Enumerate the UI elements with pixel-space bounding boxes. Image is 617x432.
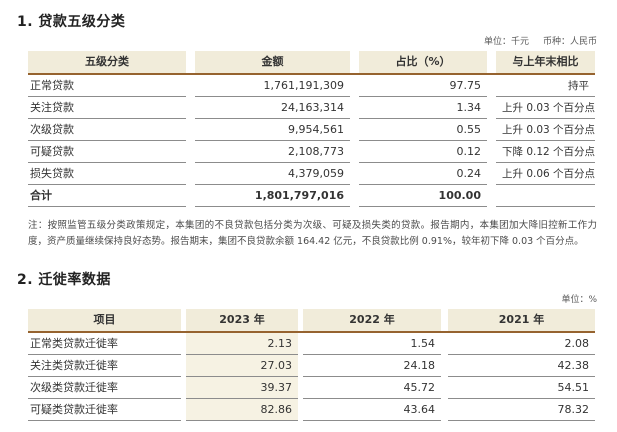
column-gap [350, 97, 359, 119]
column-gap [350, 119, 359, 141]
header-cell: 项目 [28, 309, 181, 331]
column-gap [441, 399, 448, 421]
table-cell: 1.54 [303, 333, 441, 355]
column-gap [186, 141, 195, 163]
column-gap [186, 163, 195, 185]
table-cell: 0.24 [359, 163, 487, 185]
table-cell: 损失贷款 [28, 163, 186, 185]
column-gap [487, 97, 496, 119]
table-cell: 4,379,059 [195, 163, 350, 185]
loan-classification-table: 五级分类 金额 占比（%） 与上年末相比正常贷款 1,761,191,309 97.75 持… [28, 51, 595, 207]
table-cell: 可疑贷款 [28, 141, 186, 163]
table-row: 合计 1,801,797,016 100.00 [28, 185, 595, 207]
currency-label: 币种：人民币 [542, 37, 597, 47]
table-cell: 82.86 [186, 399, 298, 421]
table-header-row: 项目 2023 年 2022 年 2021 年 [28, 309, 595, 331]
table-row: 可疑贷款 2,108,773 0.12 下降 0.12 个百分点 [28, 141, 595, 163]
table-cell: 持平 [496, 75, 595, 97]
section1-unit-line: 单位：千元 币种：人民币 [0, 34, 597, 47]
table-cell: 78.32 [448, 399, 595, 421]
table-cell: 合计 [28, 185, 186, 207]
header-cell: 五级分类 [28, 51, 186, 73]
report-page: 1. 贷款五级分类 单位：千元 币种：人民币 五级分类 金额 占比（%） 与上年末相比… [0, 11, 617, 432]
header-cell: 2021 年 [448, 309, 595, 331]
table-cell: 正常贷款 [28, 75, 186, 97]
column-gap [441, 355, 448, 377]
column-gap [186, 97, 195, 119]
column-gap [487, 75, 496, 97]
column-gap [186, 75, 195, 97]
table-row: 损失贷款 4,379,059 0.24 上升 0.06 个百分点 [28, 163, 595, 185]
table-cell: 42.38 [448, 355, 595, 377]
table-row: 正常类贷款迁徙率 2.13 1.54 2.08 [28, 333, 595, 355]
column-gap [487, 185, 496, 207]
header-cell: 金额 [195, 51, 350, 73]
section2-title: 2. 迁徙率数据 [17, 272, 111, 288]
column-gap [487, 51, 496, 73]
header-cell: 2023 年 [186, 309, 298, 331]
column-gap [350, 51, 359, 73]
header-cell: 2022 年 [303, 309, 441, 331]
column-gap [350, 185, 359, 207]
table-cell: 1,801,797,016 [195, 185, 350, 207]
table-cell: 39.37 [186, 377, 298, 399]
table-cell: 可疑类贷款迁徙率 [28, 399, 181, 421]
migration-rate-table: 项目 2023 年 2022 年 2021 年正常类贷款迁徙率 2.13 1.54 2.08… [28, 309, 595, 421]
column-gap [487, 163, 496, 185]
section2-unit-line: 单位：% [0, 292, 597, 305]
table-cell: 43.64 [303, 399, 441, 421]
table-cell: 关注类贷款迁徙率 [28, 355, 181, 377]
table-cell: 2,108,773 [195, 141, 350, 163]
table-cell: 关注贷款 [28, 97, 186, 119]
table-cell: 2.13 [186, 333, 298, 355]
table-cell: 上升 0.03 个百分点 [496, 97, 595, 119]
table-header-row: 五级分类 金额 占比（%） 与上年末相比 [28, 51, 595, 73]
table-cell: 上升 0.03 个百分点 [496, 119, 595, 141]
table-cell: 1,761,191,309 [195, 75, 350, 97]
column-gap [350, 75, 359, 97]
header-divider [28, 73, 595, 75]
header-cell: 占比（%） [359, 51, 487, 73]
table-row: 次级贷款 9,954,561 0.55 上升 0.03 个百分点 [28, 119, 595, 141]
table-cell: 0.55 [359, 119, 487, 141]
section1-title: 1. 贷款五级分类 [17, 14, 126, 30]
table-cell: 9,954,561 [195, 119, 350, 141]
table-cell: 2.08 [448, 333, 595, 355]
table-cell: 上升 0.06 个百分点 [496, 163, 595, 185]
table-cell: 54.51 [448, 377, 595, 399]
table-cell: 正常类贷款迁徙率 [28, 333, 181, 355]
table-cell: 下降 0.12 个百分点 [496, 141, 595, 163]
column-gap [441, 377, 448, 399]
header-divider [28, 331, 595, 333]
column-gap [350, 141, 359, 163]
table-cell: 次级贷款 [28, 119, 186, 141]
table-cell: 97.75 [359, 75, 487, 97]
table-row: 可疑类贷款迁徙率 82.86 43.64 78.32 [28, 399, 595, 421]
table-cell: 24,163,314 [195, 97, 350, 119]
column-gap [487, 141, 496, 163]
column-gap [441, 309, 448, 331]
unit-label: 单位：千元 [483, 37, 529, 47]
column-gap [441, 333, 448, 355]
column-gap [186, 51, 195, 73]
table-cell: 27.03 [186, 355, 298, 377]
column-gap [350, 163, 359, 185]
unit-label: 单位：% [561, 295, 597, 305]
column-gap [186, 119, 195, 141]
table-cell: 45.72 [303, 377, 441, 399]
column-gap [487, 119, 496, 141]
header-cell: 与上年末相比 [496, 51, 595, 73]
table-cell: 0.12 [359, 141, 487, 163]
table-row: 关注类贷款迁徙率 27.03 24.18 42.38 [28, 355, 595, 377]
section1-note: 注：按照监管五级分类政策规定，本集团的不良贷款包括分类为次级、可疑及损失类的贷款… [28, 220, 597, 247]
table-cell: 24.18 [303, 355, 441, 377]
table-cell [496, 185, 595, 207]
column-gap [186, 185, 195, 207]
table-row: 次级类贷款迁徙率 39.37 45.72 54.51 [28, 377, 595, 399]
table-row: 关注贷款 24,163,314 1.34 上升 0.03 个百分点 [28, 97, 595, 119]
table-cell: 次级类贷款迁徙率 [28, 377, 181, 399]
table-row: 正常贷款 1,761,191,309 97.75 持平 [28, 75, 595, 97]
table-cell: 1.34 [359, 97, 487, 119]
table-cell: 100.00 [359, 185, 487, 207]
